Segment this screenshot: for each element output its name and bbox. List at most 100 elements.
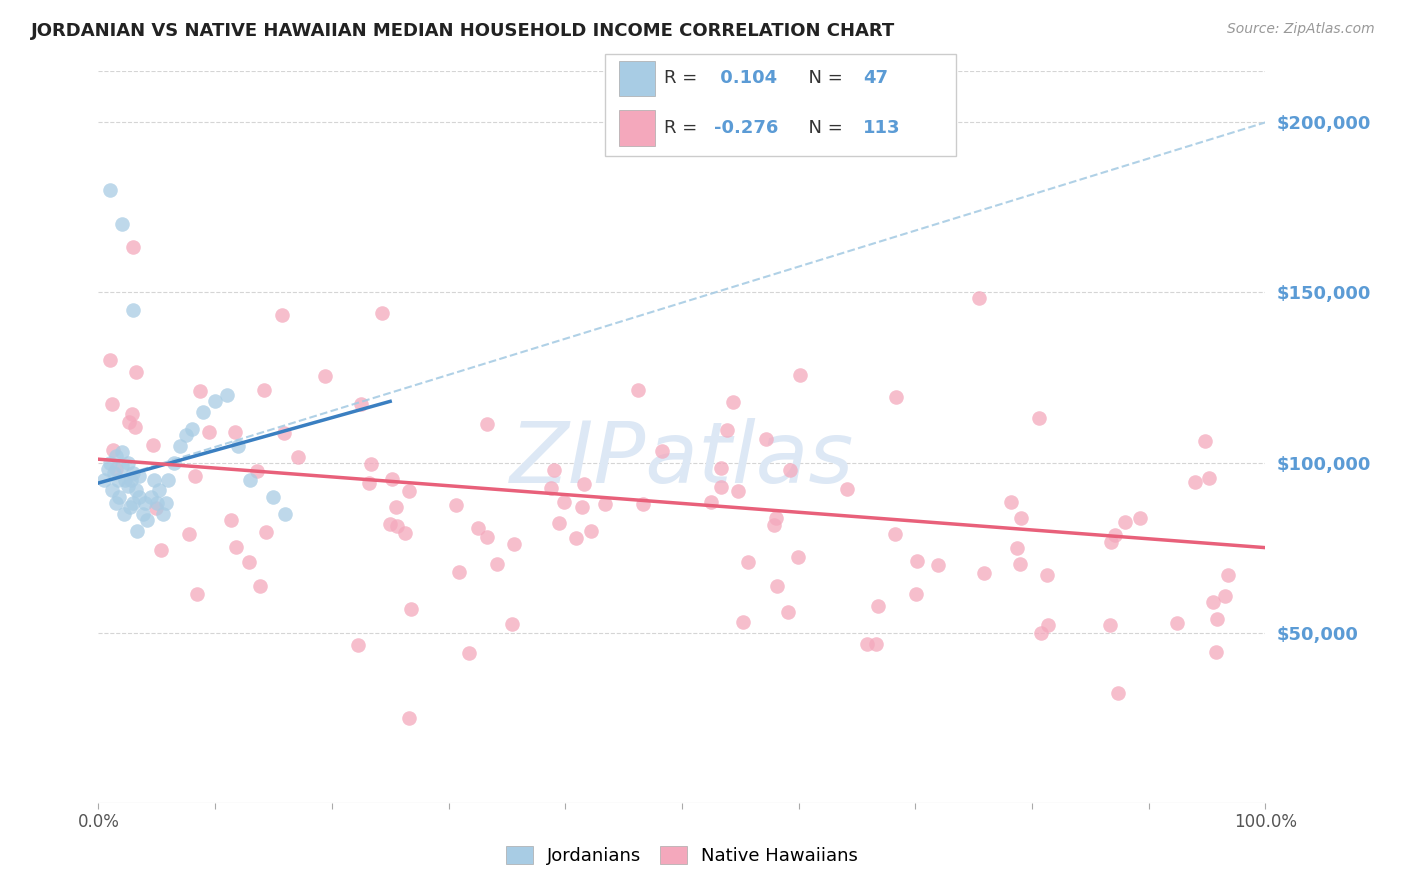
Point: [198, 425, 221, 440]
Point: [101, 483, 124, 497]
Point: [224, 425, 246, 439]
Point: [124, 419, 146, 434]
Point: [112, 507, 135, 521]
Point: [239, 473, 262, 487]
Point: [146, 496, 169, 510]
Point: [103, 442, 125, 457]
Point: [927, 558, 949, 573]
Point: [101, 397, 124, 411]
Point: [700, 495, 723, 509]
Text: R =: R =: [664, 119, 703, 136]
Point: [121, 240, 143, 254]
Point: [100, 352, 122, 367]
Point: [139, 490, 162, 504]
Point: [631, 497, 654, 511]
Point: [1031, 625, 1053, 640]
Point: [458, 646, 481, 660]
Point: [486, 557, 509, 571]
Point: [143, 473, 166, 487]
Point: [350, 397, 373, 411]
Point: [467, 520, 489, 534]
Point: [219, 513, 242, 527]
Point: [204, 394, 226, 409]
Point: [104, 449, 127, 463]
Point: [114, 473, 136, 487]
Point: [1129, 510, 1152, 524]
Point: [108, 490, 131, 504]
Point: [107, 473, 129, 487]
Point: [553, 495, 575, 509]
Point: [122, 302, 145, 317]
Point: [238, 555, 260, 569]
Point: [152, 507, 174, 521]
Point: [778, 605, 800, 619]
Point: [188, 384, 211, 398]
Point: [565, 531, 588, 545]
Point: [762, 518, 785, 533]
Point: [385, 518, 408, 533]
Point: [1000, 494, 1022, 508]
Point: [475, 417, 498, 431]
Point: [1213, 589, 1236, 603]
Point: [103, 466, 125, 480]
Point: [262, 490, 284, 504]
Point: [142, 438, 165, 452]
Point: [180, 421, 202, 435]
Point: [905, 554, 928, 568]
Point: [1198, 471, 1220, 485]
Point: [1218, 567, 1240, 582]
Point: [125, 483, 148, 497]
Point: [1104, 528, 1126, 542]
Point: [97, 462, 120, 476]
Point: [477, 530, 499, 544]
Point: [215, 387, 238, 401]
Text: -0.276: -0.276: [714, 119, 779, 136]
Text: Source: ZipAtlas.com: Source: ZipAtlas.com: [1227, 22, 1375, 37]
Point: [371, 306, 394, 320]
Point: [884, 390, 907, 404]
Point: [111, 458, 134, 473]
Point: [273, 426, 295, 441]
Text: R =: R =: [664, 70, 703, 87]
Point: [394, 526, 416, 541]
Point: [865, 637, 887, 651]
Point: [128, 490, 150, 504]
Point: [883, 527, 905, 541]
Point: [163, 456, 186, 470]
Point: [1202, 595, 1225, 609]
Point: [179, 527, 201, 541]
Point: [398, 484, 420, 499]
Text: 47: 47: [863, 70, 889, 87]
Point: [1007, 541, 1029, 555]
Point: [593, 497, 616, 511]
Point: [246, 464, 269, 478]
Point: [787, 550, 810, 565]
Point: [1206, 612, 1229, 626]
Point: [651, 444, 673, 458]
Point: [132, 507, 155, 521]
Point: [117, 479, 139, 493]
Point: [1166, 616, 1188, 631]
Point: [710, 480, 733, 494]
Text: 113: 113: [863, 119, 901, 136]
Point: [98, 183, 121, 197]
Point: [104, 496, 127, 510]
Point: [118, 500, 141, 514]
Point: [1194, 434, 1216, 448]
Point: [1114, 515, 1136, 529]
Text: ZIPatlas: ZIPatlas: [510, 417, 853, 500]
Point: [117, 456, 139, 470]
Point: [503, 537, 526, 551]
Text: N =: N =: [797, 70, 849, 87]
Point: [627, 383, 650, 397]
Point: [571, 500, 593, 514]
Point: [501, 617, 523, 632]
Point: [905, 587, 928, 601]
Point: [755, 432, 778, 446]
Point: [1098, 618, 1121, 632]
Point: [444, 498, 467, 512]
Point: [253, 383, 276, 397]
Point: [93, 473, 115, 487]
Point: [779, 463, 801, 477]
Point: [136, 513, 159, 527]
